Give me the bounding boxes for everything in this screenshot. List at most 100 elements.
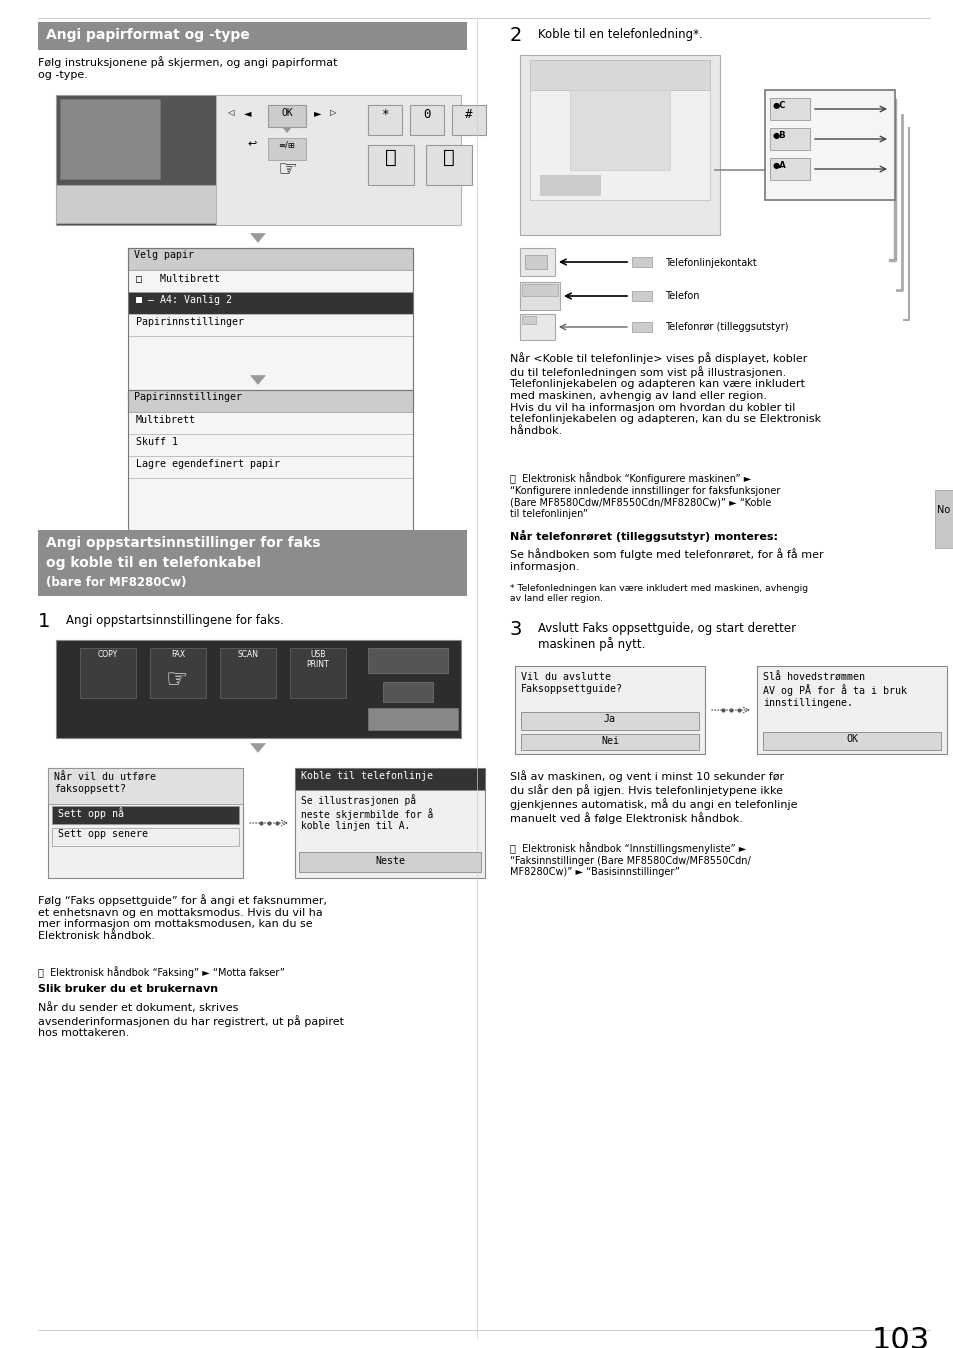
Bar [128,336,413,402]
Bar [426,146,472,185]
Text: FAX: FAX [171,650,185,659]
Bar [519,282,559,310]
Text: Koble til telefonlinje: Koble til telefonlinje [301,771,433,780]
Bar [298,852,480,872]
Text: ►: ► [314,108,321,119]
Text: USB
PRINT: USB PRINT [306,650,329,670]
Text: ▷: ▷ [330,108,335,117]
Bar [128,314,413,336]
Bar [56,94,460,225]
Text: Angi oppstartsinnstillingene for faks.: Angi oppstartsinnstillingene for faks. [66,613,284,627]
Bar [520,735,699,749]
Bar [519,248,555,276]
Text: 2: 2 [510,26,522,44]
Bar [38,530,467,596]
Text: No: No [937,506,949,515]
Text: Skuff 1: Skuff 1 [136,437,178,448]
Bar [48,768,243,803]
Text: ⓔ  Elektronisk håndbok “Faksing” ► “Motta fakser”: ⓔ Elektronisk håndbok “Faksing” ► “Motta… [38,967,285,977]
Bar [519,314,555,340]
Text: ■ ― A4: Vanlig 2: ■ ― A4: Vanlig 2 [136,295,232,305]
Polygon shape [250,375,266,384]
Text: ☞: ☞ [166,669,188,692]
Bar [934,491,953,549]
Text: Sett opp nå: Sett opp nå [58,807,124,818]
Text: Avslutt Faks oppsettguide, og start deretter
maskinen på nytt.: Avslutt Faks oppsettguide, og start dere… [537,621,796,651]
Bar [128,293,413,314]
Bar [60,98,160,179]
Text: Når vil du utføre
faksoppsett?: Når vil du utføre faksoppsett? [54,772,156,794]
Bar [294,768,484,878]
Text: Når du sender et dokument, skrives
avsenderinformasjonen du har registrert, ut p: Når du sender et dokument, skrives avsen… [38,1002,344,1038]
Bar [452,105,485,135]
Bar [128,270,413,293]
Text: #: # [465,108,473,121]
Bar [128,390,413,412]
Text: ≡/⊞: ≡/⊞ [278,140,295,150]
Text: og koble til en telefonkabel: og koble til en telefonkabel [46,555,261,570]
Bar [80,648,136,698]
Text: OK: OK [281,108,293,119]
Text: ☞: ☞ [276,160,296,181]
Bar [52,806,239,824]
Bar [150,648,206,698]
Bar [631,291,651,301]
Text: Telefonrør (tilleggsutstyr): Telefonrør (tilleggsutstyr) [664,322,788,332]
Text: ⓔ  Elektronisk håndbok “Innstillingsmenyliste” ►
“Faksinnstillinger (Bare MF8580: ⓔ Elektronisk håndbok “Innstillingsmenyl… [510,842,750,878]
Bar [520,712,699,731]
Bar [539,175,599,195]
Text: OK: OK [845,735,857,744]
Polygon shape [282,127,292,133]
Bar [52,828,239,847]
Bar [757,666,946,754]
Text: Følg “Faks oppsettguide” for å angi et faksnummer,
et enhetsnavn og en mottaksmo: Følg “Faks oppsettguide” for å angi et f… [38,894,327,941]
Text: *: * [381,108,388,121]
Bar [215,94,460,225]
Text: ●A: ●A [772,160,786,170]
Bar [368,105,401,135]
Text: Velg papir: Velg papir [133,249,193,260]
Bar [521,315,536,324]
Bar [368,648,448,673]
Bar [530,61,709,90]
Bar [48,768,243,878]
Text: 3: 3 [510,620,522,639]
Bar [294,768,484,790]
Text: Følg instruksjonene på skjermen, og angi papirformat
og -type.: Følg instruksjonene på skjermen, og angi… [38,57,337,80]
Text: Slå hovedstrømmen
AV og PÅ for å ta i bruk
innstillingene.: Slå hovedstrømmen AV og PÅ for å ta i br… [762,673,906,708]
Text: ⓔ  Elektronisk håndbok “Konfigurere maskinen” ►
“Konfigurere innledende innstill: ⓔ Elektronisk håndbok “Konfigurere maski… [510,472,780,519]
Text: Se illustrasjonen på
neste skjermbilde for å
koble linjen til A.: Se illustrasjonen på neste skjermbilde f… [301,794,433,832]
Text: Angi oppstartsinnstillinger for faks: Angi oppstartsinnstillinger for faks [46,537,320,550]
Bar [769,98,809,120]
Text: Angi papirformat og -type: Angi papirformat og -type [46,28,250,42]
Text: Ja: Ja [603,714,616,724]
Bar [128,456,413,479]
Text: Vil du avslutte
Faksoppsettguide?: Vil du avslutte Faksoppsettguide? [520,673,622,694]
Bar [382,682,433,702]
Text: 1: 1 [38,612,51,631]
Bar [290,648,346,698]
Text: SCAN: SCAN [237,650,258,659]
Bar [368,146,414,185]
Bar [515,666,704,754]
Bar [128,390,413,545]
Polygon shape [250,743,266,752]
Bar [569,90,669,170]
Text: ↩: ↩ [247,137,256,148]
Text: Når telefonrøret (tilleggsutstyr) monteres:: Når telefonrøret (tilleggsutstyr) monter… [510,530,778,542]
Bar [128,248,413,270]
Bar [764,90,894,200]
Bar [368,708,457,731]
Text: Nei: Nei [600,736,618,745]
Text: Lagre egendefinert papir: Lagre egendefinert papir [136,460,280,469]
Text: Koble til en telefonledning*.: Koble til en telefonledning*. [537,28,702,40]
Bar [128,434,413,456]
Bar [631,257,651,267]
Bar [56,185,215,222]
Polygon shape [250,233,266,243]
Text: ◄: ◄ [244,108,252,119]
Text: Telefon: Telefon [664,291,699,301]
Text: * Telefonledningen kan være inkludert med maskinen, avhengig
av land eller regio: * Telefonledningen kan være inkludert me… [510,584,807,604]
Bar [56,94,215,225]
Bar [530,61,709,200]
